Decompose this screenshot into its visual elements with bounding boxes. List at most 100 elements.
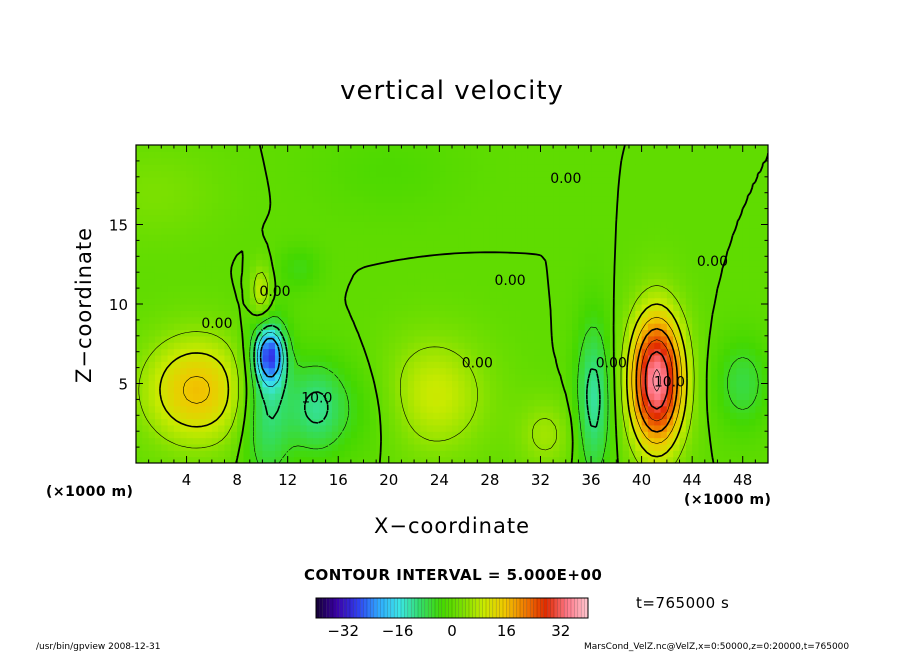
- heatmap-cell: [338, 335, 346, 343]
- heatmap-cell: [287, 291, 295, 299]
- heatmap-cell: [388, 393, 396, 400]
- heatmap-cell: [660, 221, 668, 229]
- heatmap-cell: [376, 176, 384, 184]
- heatmap-cell: [553, 291, 561, 299]
- heatmap-cell: [666, 329, 674, 337]
- heatmap-cell: [464, 418, 472, 426]
- heatmap-cell: [553, 373, 561, 381]
- heatmap-cell: [395, 335, 403, 343]
- heatmap-cell: [395, 227, 403, 235]
- heatmap-cell: [717, 342, 725, 350]
- heatmap-cell: [211, 151, 219, 159]
- heatmap-cell: [230, 367, 238, 375]
- heatmap-cell: [256, 189, 263, 197]
- heatmap-cell: [654, 304, 662, 311]
- heatmap-cell: [433, 291, 440, 299]
- heatmap-cell: [717, 202, 725, 210]
- heatmap-cell: [173, 189, 181, 197]
- heatmap-cell: [180, 412, 188, 420]
- heatmap-cell: [654, 157, 662, 165]
- heatmap-cell: [414, 157, 421, 165]
- heatmap-cell: [325, 234, 333, 241]
- heatmap-cell: [660, 214, 668, 222]
- heatmap-cell: [167, 310, 175, 318]
- heatmap-cell: [742, 291, 750, 299]
- heatmap-cell: [167, 183, 175, 191]
- heatmap-cell: [565, 265, 573, 273]
- heatmap-cell: [483, 284, 491, 292]
- heatmap-cell: [205, 310, 213, 318]
- heatmap-cell: [654, 259, 662, 267]
- heatmap-cell: [363, 393, 371, 400]
- heatmap-cell: [515, 202, 523, 210]
- heatmap-cell: [407, 437, 415, 445]
- heatmap-cell: [477, 304, 485, 311]
- heatmap-cell: [603, 170, 611, 178]
- heatmap-cell: [268, 437, 276, 445]
- heatmap-cell: [256, 418, 263, 426]
- heatmap-cell: [761, 214, 768, 222]
- heatmap-cell: [610, 176, 617, 184]
- heatmap-cell: [325, 284, 333, 292]
- heatmap-cell: [628, 456, 636, 463]
- heatmap-cell: [426, 234, 434, 241]
- heatmap-cell: [186, 297, 194, 305]
- heatmap-cell: [704, 367, 712, 375]
- heatmap-cell: [338, 310, 346, 318]
- heatmap-cell: [331, 310, 339, 318]
- heatmap-cell: [654, 431, 662, 439]
- heatmap-cell: [496, 297, 504, 305]
- heatmap-cell: [445, 354, 453, 362]
- heatmap-cell: [742, 189, 750, 197]
- heatmap-cell: [445, 456, 453, 463]
- heatmap-cell: [572, 361, 579, 369]
- heatmap-cell: [452, 145, 459, 152]
- heatmap-cell: [521, 202, 529, 210]
- heatmap-cell: [673, 348, 681, 356]
- heatmap-cell: [717, 373, 725, 381]
- heatmap-cell: [312, 348, 320, 356]
- heatmap-cell: [407, 399, 415, 407]
- heatmap-cell: [306, 412, 314, 420]
- heatmap-cell: [211, 329, 219, 337]
- heatmap-cell: [717, 450, 725, 458]
- heatmap-cell: [540, 176, 548, 184]
- heatmap-cell: [287, 284, 295, 292]
- heatmap-cell: [445, 265, 453, 273]
- heatmap-cell: [685, 202, 693, 210]
- heatmap-cell: [559, 424, 567, 432]
- x-unit-right: (×1000 m): [684, 492, 772, 508]
- heatmap-cell: [161, 259, 169, 267]
- heatmap-cell: [534, 202, 542, 210]
- heatmap-cell: [275, 157, 282, 165]
- heatmap-cell: [515, 361, 523, 369]
- heatmap-cell: [249, 373, 257, 381]
- heatmap-cell: [458, 424, 466, 432]
- heatmap-cell: [154, 342, 162, 350]
- heatmap-cell: [439, 412, 447, 420]
- heatmap-cell: [692, 214, 700, 222]
- heatmap-cell: [502, 170, 510, 178]
- heatmap-cell: [515, 227, 523, 235]
- heatmap-cell: [584, 310, 592, 318]
- heatmap-cell: [502, 405, 510, 413]
- heatmap-cell: [363, 456, 371, 463]
- heatmap-cell: [433, 183, 440, 191]
- heatmap-cell: [148, 284, 156, 292]
- heatmap-cell: [704, 361, 712, 369]
- heatmap-cell: [211, 437, 219, 445]
- heatmap-cell: [325, 214, 333, 222]
- heatmap-cell: [698, 310, 706, 318]
- heatmap-cell: [344, 437, 352, 445]
- heatmap-cell: [256, 234, 263, 241]
- heatmap-cell: [148, 437, 156, 445]
- heatmap-cell: [755, 437, 763, 445]
- heatmap-cell: [256, 157, 263, 165]
- heatmap-cell: [578, 202, 586, 210]
- heatmap-cell: [723, 373, 731, 381]
- heatmap-cell: [685, 176, 693, 184]
- heatmap-cell: [749, 202, 756, 210]
- heatmap-cell: [673, 316, 681, 324]
- heatmap-cell: [635, 253, 643, 261]
- heatmap-cell: [186, 202, 194, 210]
